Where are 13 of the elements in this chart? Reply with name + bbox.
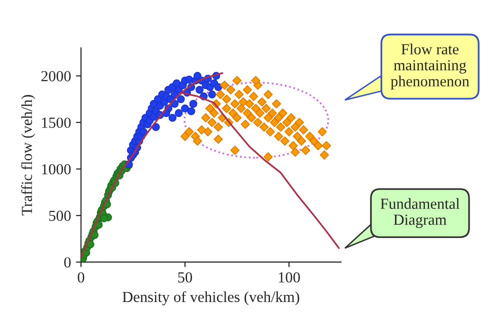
text: Flow rate maintaining phenomenon: [390, 44, 470, 90]
y-tick-label: 1500: [42, 118, 71, 128]
x-axis-title: Density of vehicles (veh/km): [122, 291, 300, 306]
y-axis-title: Traffic flow (veh/h): [21, 95, 36, 216]
text: Fundamental Diagram: [380, 198, 460, 228]
y-tick-label: 2000: [41, 71, 71, 82]
x-tick-label: 50: [178, 272, 192, 283]
x-tick-label: 0: [78, 272, 84, 283]
y-tick-label: 1000: [42, 164, 71, 174]
point: [100, 214, 108, 222]
x-tick-label: 100: [278, 272, 300, 283]
y-tick-label: 500: [49, 210, 71, 221]
y-tick-label: 0: [64, 257, 71, 268]
